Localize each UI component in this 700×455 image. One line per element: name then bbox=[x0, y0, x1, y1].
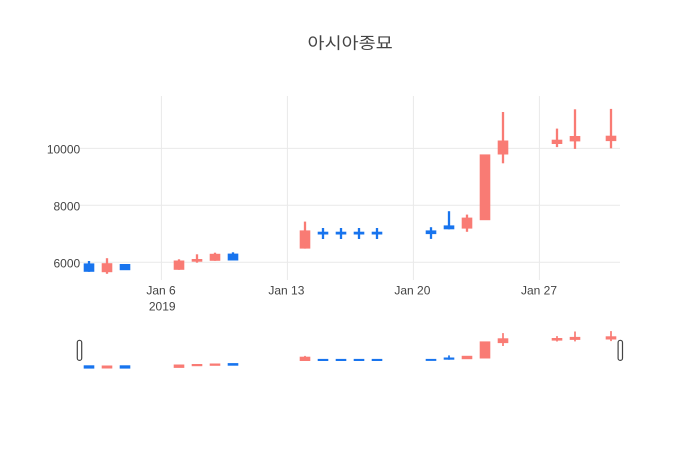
svg-text:Jan 13: Jan 13 bbox=[268, 284, 304, 298]
svg-text:Jan 6: Jan 6 bbox=[146, 284, 176, 298]
svg-text:6000: 6000 bbox=[53, 256, 80, 270]
svg-text:Jan 20: Jan 20 bbox=[394, 284, 430, 298]
svg-text:8000: 8000 bbox=[53, 200, 80, 214]
svg-text:Jan 27: Jan 27 bbox=[521, 284, 557, 298]
svg-text:2019: 2019 bbox=[149, 300, 176, 314]
svg-text:10000: 10000 bbox=[47, 143, 81, 157]
